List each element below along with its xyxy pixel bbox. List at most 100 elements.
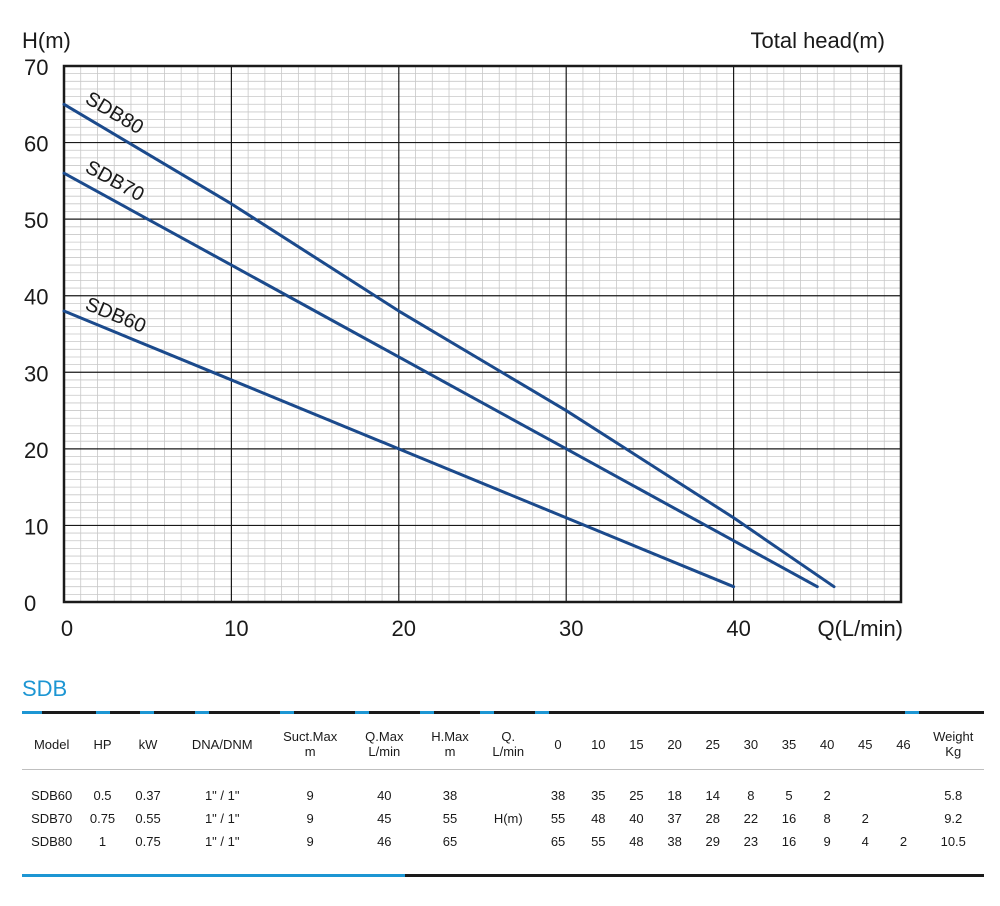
spec-table-header: Model HP kW DNA/DNM Suct.Max m Q.Max L/min H.Max… — [22, 718, 984, 770]
major-grid — [64, 66, 901, 602]
column-header: 10 — [591, 736, 606, 752]
header-tick-mark — [355, 711, 369, 714]
table-cell: 48 — [591, 811, 606, 826]
series-line-sdb70 — [62, 171, 819, 589]
table-cell — [884, 807, 922, 830]
table-cell: SDB80 — [31, 834, 73, 849]
table-cell: 22 — [743, 811, 759, 826]
table-cell: 10.5 — [940, 834, 966, 849]
table-cell: 40 — [629, 811, 644, 826]
table-bottom-accent — [22, 874, 405, 877]
table-row: SDB80 1 0.75 1" / 1" 9 46 65 65 55 48 38 29 23 16 9 4 2 1… — [22, 830, 984, 853]
table-cell: 40 — [377, 788, 392, 803]
table-cell: 14 — [705, 788, 720, 803]
header-tick-mark — [140, 711, 154, 714]
table-cell: 38 — [442, 788, 458, 803]
table-cell: 46 — [377, 834, 392, 849]
table-cell: 48 — [629, 834, 644, 849]
x-axis-label: Q(L/min) — [817, 616, 903, 641]
y-tick-label: 70 — [24, 55, 48, 80]
table-cell: 18 — [667, 788, 682, 803]
column-header: 0 — [554, 736, 562, 752]
column-header: Weight Kg — [933, 729, 974, 759]
table-cell: 9 — [823, 834, 831, 849]
column-header: 25 — [705, 736, 720, 752]
header-tick-mark — [22, 711, 42, 714]
table-cell: 65 — [550, 834, 566, 849]
table-cell — [884, 770, 922, 807]
column-header: H.Max m — [431, 729, 469, 759]
series-line-sdb60 — [62, 309, 736, 589]
spec-table: Model HP kW DNA/DNM Suct.Max m Q.Max L/min H.Max… — [22, 718, 984, 853]
series-line-sdb80 — [62, 102, 836, 589]
table-cell: 2 — [823, 788, 831, 803]
column-header: kW — [138, 736, 158, 752]
table-row: SDB60 0.5 0.37 1" / 1" 9 40 38 38 35 25 18 14 8 5 2 5.8 — [22, 770, 984, 807]
table-cell: 23 — [743, 834, 759, 849]
header-tick-mark — [480, 711, 494, 714]
table-cell: 38 — [550, 788, 566, 803]
header-tick-mark — [420, 711, 434, 714]
table-cell — [480, 770, 537, 807]
table-cell: SDB70 — [31, 811, 73, 826]
section-title: SDB — [22, 676, 68, 701]
table-cell: 0.37 — [135, 788, 161, 803]
x-tick-label: 10 — [224, 616, 248, 641]
header-tick-mark — [96, 711, 110, 714]
x-tick-label: 20 — [392, 616, 416, 641]
column-header: Suct.Max m — [283, 729, 338, 759]
y-tick-label: 40 — [24, 285, 48, 310]
table-cell: 38 — [667, 834, 682, 849]
table-cell: 9 — [306, 834, 314, 849]
column-header: 45 — [858, 736, 873, 752]
minor-grid — [64, 66, 901, 602]
column-header: Model — [33, 736, 70, 752]
table-cell: 1 — [98, 834, 107, 849]
table-cell: H(m) — [493, 811, 523, 826]
y-tick-label: 0 — [24, 591, 36, 616]
spec-table-body: SDB60 0.5 0.37 1" / 1" 9 40 38 38 35 25 18 14 8 5 2 5.8… — [22, 770, 984, 853]
header-tick-mark — [195, 711, 209, 714]
table-cell: 35 — [591, 788, 606, 803]
column-header: 30 — [743, 736, 759, 752]
column-header: DNA/DNM — [191, 736, 253, 752]
column-header: HP — [93, 736, 112, 752]
y-tick-label: 10 — [24, 514, 48, 539]
table-cell: 65 — [442, 834, 458, 849]
y-tick-label: 50 — [24, 208, 48, 233]
table-cell: SDB60 — [31, 788, 73, 803]
column-header: 40 — [819, 736, 835, 752]
table-cell: 0.55 — [135, 811, 161, 826]
column-header: Q.Max L/min — [365, 729, 404, 759]
table-top-rule — [22, 711, 984, 714]
table-cell: 16 — [781, 811, 797, 826]
plot-frame — [62, 64, 903, 604]
column-header: 20 — [667, 736, 682, 752]
table-cell — [846, 770, 884, 807]
y-tick-label: 20 — [24, 438, 48, 463]
table-row: SDB70 0.75 0.55 1" / 1" 9 45 55 H(m) 55 48 40 37 28 2… — [22, 807, 984, 830]
table-bottom-rule — [22, 874, 984, 877]
x-tick-label: 0 — [61, 616, 73, 641]
table-cell: 25 — [629, 788, 644, 803]
table-cell: 9 — [306, 788, 314, 803]
table-cell: 29 — [705, 834, 720, 849]
x-tick-label: 30 — [559, 616, 583, 641]
y-axis-title-right: Total head(m) — [750, 28, 885, 53]
tick-layer: 0 10 20 30 40 50 60 70 0 10 20 30 40 — [24, 55, 751, 641]
y-axis-label: H(m) — [22, 28, 71, 53]
table-cell: 1" / 1" — [204, 811, 240, 826]
header-tick-mark — [905, 711, 919, 714]
table-cell: 55 — [442, 811, 458, 826]
table-cell: 1" / 1" — [204, 788, 240, 803]
table-cell: 9.2 — [944, 811, 963, 826]
table-cell: 9 — [306, 811, 314, 826]
table-cell: 1" / 1" — [204, 834, 240, 849]
x-tick-label: 40 — [726, 616, 750, 641]
column-header: 35 — [781, 736, 797, 752]
table-cell: 16 — [781, 834, 797, 849]
table-cell: 55 — [591, 834, 606, 849]
series-layer — [62, 102, 836, 589]
column-header: Q. L/min — [492, 729, 525, 759]
